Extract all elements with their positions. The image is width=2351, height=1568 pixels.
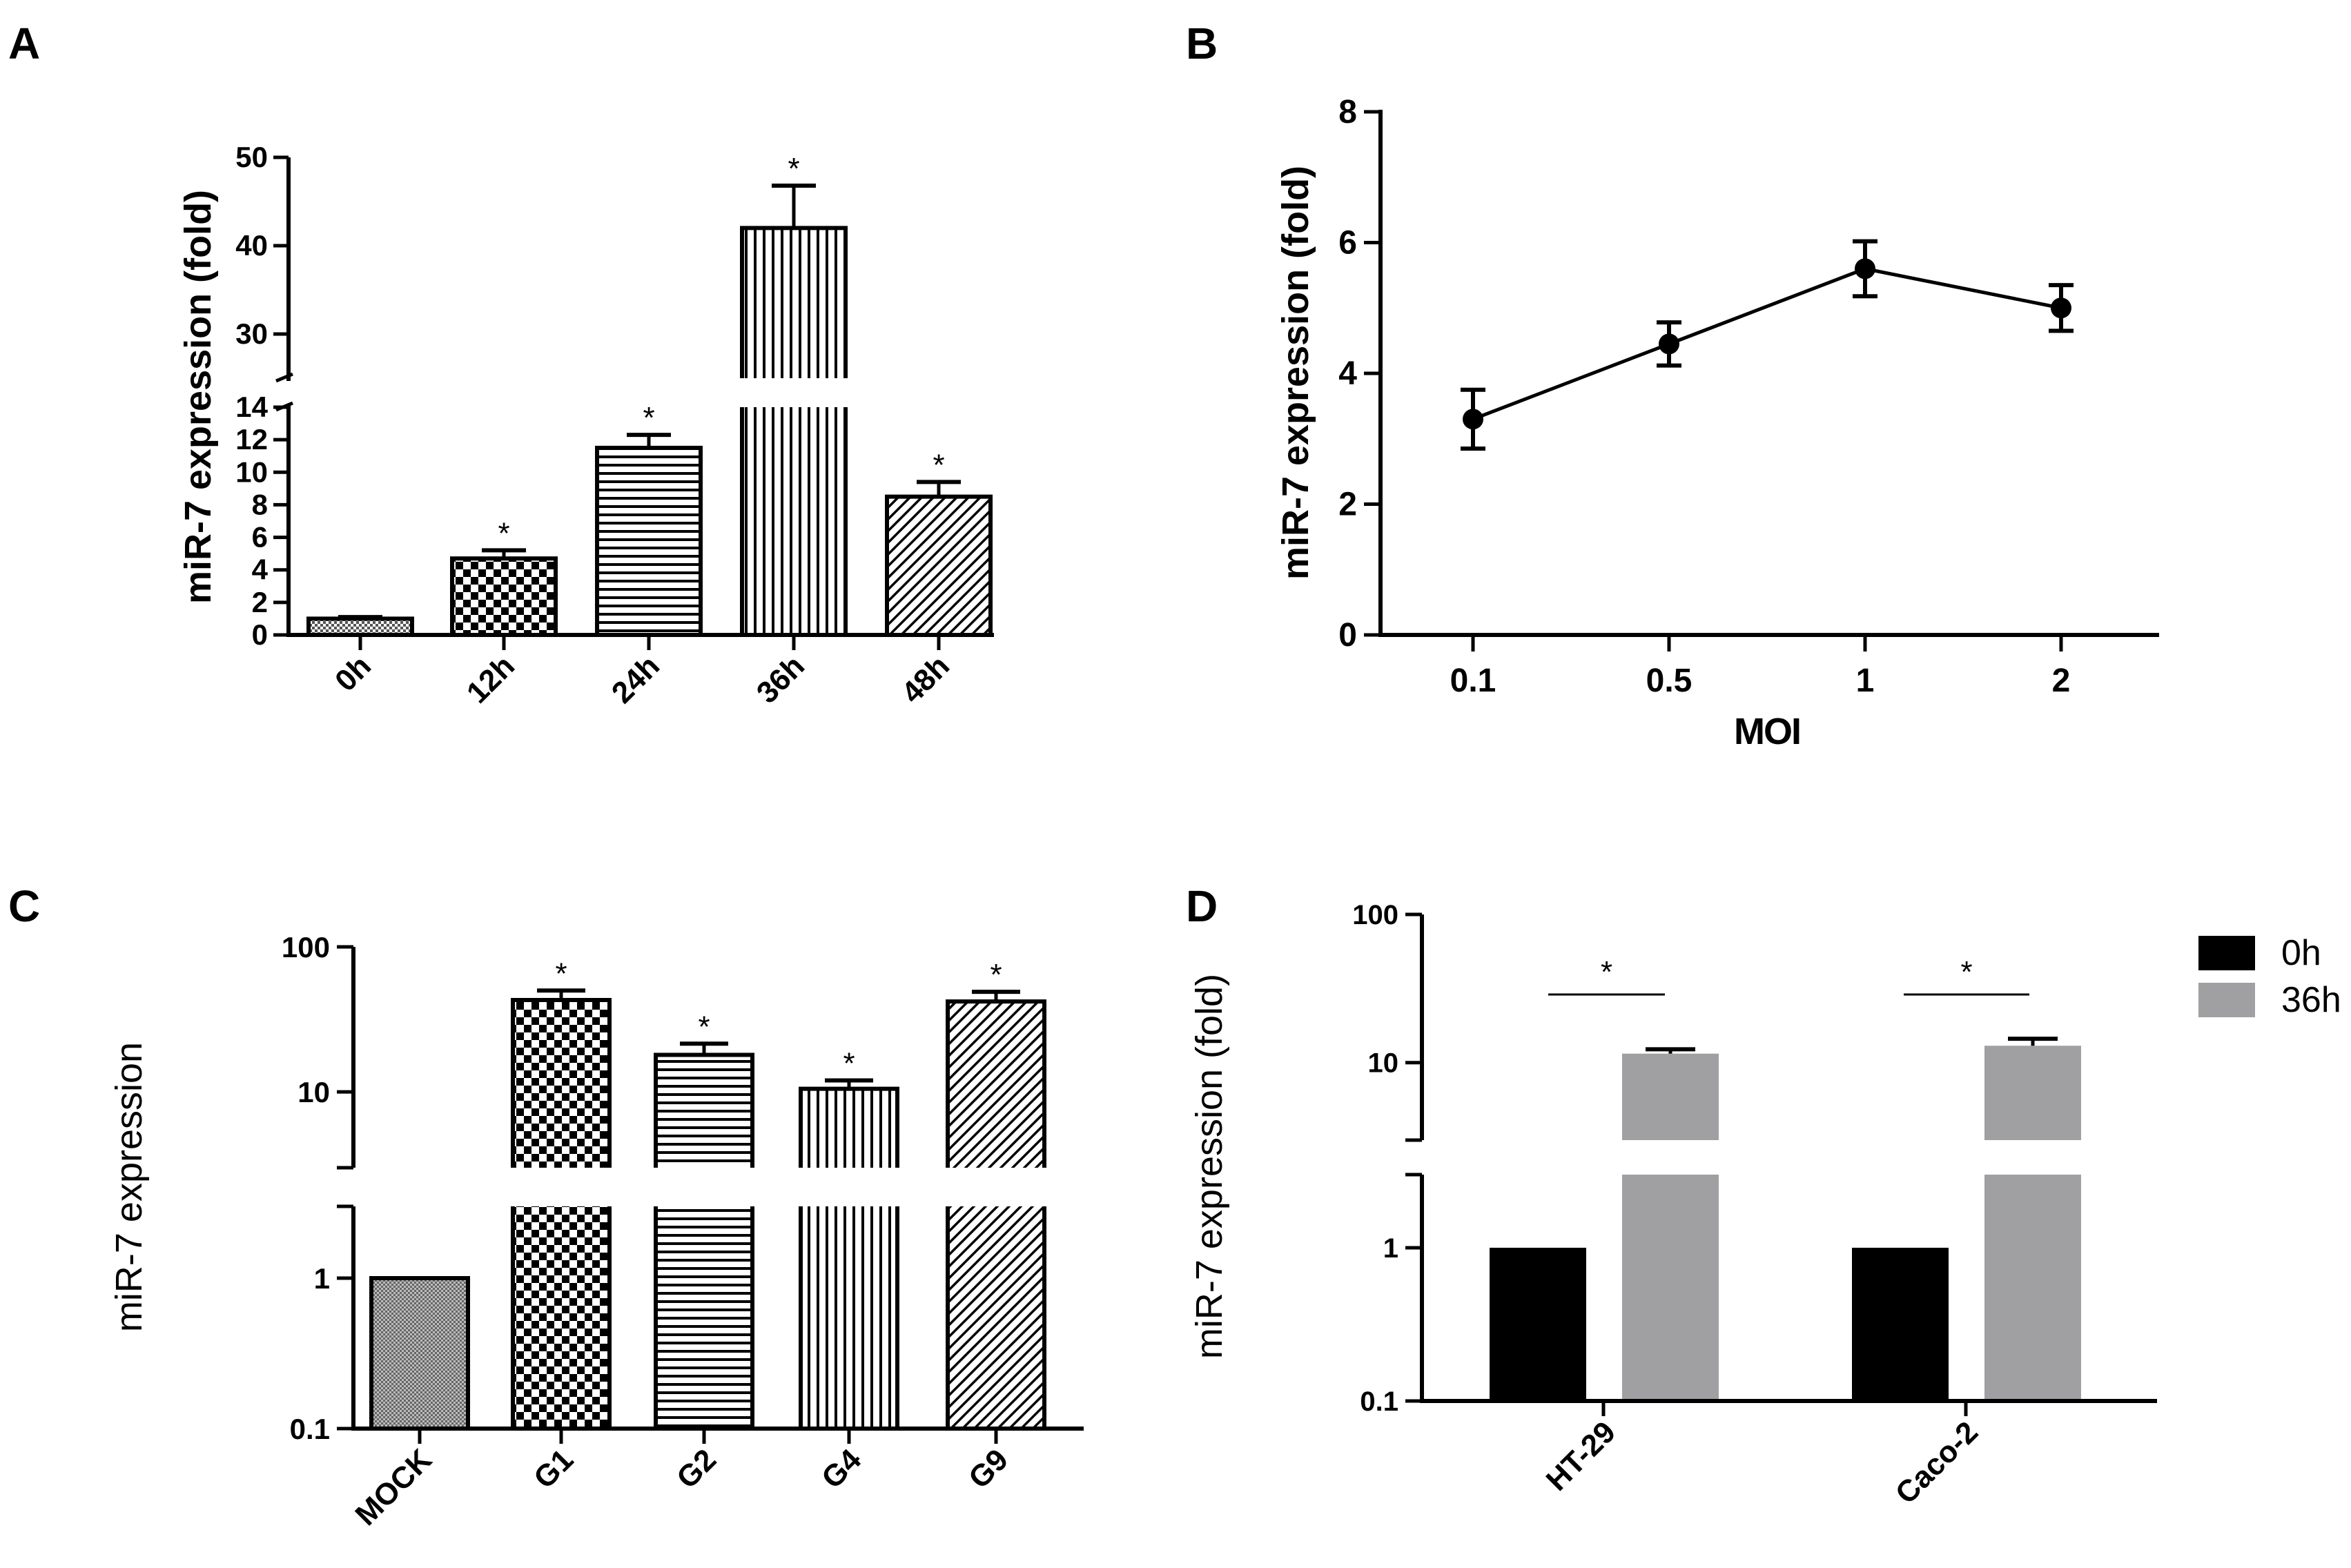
bar-G1-upper [513,1000,609,1168]
point-1 [1855,258,1875,280]
y-axis-label: miR-7 expression (fold) [1189,974,1230,1359]
legend-swatch-36h [2198,983,2255,1017]
bar-G9-lower [948,1206,1044,1429]
x-tick-label-G1: G1 [527,1442,580,1495]
axis-break-mark-upper [275,372,293,383]
significance-12h: * [498,516,509,550]
bar-Caco-2-36h-lower [1984,1175,2081,1401]
bar-G2-lower [656,1206,752,1429]
x-tick-label-G4: G4 [815,1442,868,1496]
significance-48h: * [933,448,944,482]
legend-label-0h: 0h [2281,933,2321,973]
bar-0h [306,616,414,638]
y-tick-label-0.1: 0.1 [290,1413,330,1445]
bar-36h-lower [742,407,846,635]
y-tick-label-4: 4 [252,553,269,586]
panel-letter-b: B [1186,19,1218,68]
point-2 [2051,297,2071,319]
bar-Caco-2-36h-upper [1984,1046,2081,1140]
y-tick-label-8: 8 [1338,94,1357,130]
x-tick-label-2: 2 [2052,663,2071,699]
legend-swatch-0h [2198,936,2255,970]
bar-HT-29-0h [1490,1247,1586,1401]
y-axis-label: miR-7 expression (fold) [1275,166,1316,580]
y-axis-label: miR-7 expression (fold) [177,190,219,604]
x-tick-label-1: 1 [1856,663,1875,699]
x-tick-label-MOCK: MOCK [349,1442,438,1532]
x-tick-label-12h: 12h [460,649,521,709]
y-tick-label-50: 50 [235,141,268,173]
y-axis-label: miR-7 expression [108,1042,150,1332]
panel-b-chart: 0 2 4 6 8 0.1 0.5 1 2 MOI miR-7 expression (fold) [1275,94,2159,752]
y-tick-label-100: 100 [282,931,330,963]
y-tick-label-1: 1 [314,1262,330,1295]
significance-G4: * [843,1046,855,1080]
x-tick-label-G9: G9 [962,1442,1015,1495]
bar-36h-upper [742,228,846,378]
panel-letter-c: C [8,881,40,931]
bar-HT-29-36h-lower [1622,1175,1719,1401]
y-tick-label-0: 0 [252,618,268,651]
y-tick-label-0: 0 [1338,617,1357,654]
x-tick-label-0.1: 0.1 [1450,663,1496,699]
x-tick-label-24h: 24h [605,649,666,709]
legend-label-36h: 36h [2281,980,2341,1020]
panel-letter-a: A [8,19,40,68]
panel-c-chart: * * * * 0.1 1 10 100 MOCK G1 G2 G4 G9 miR-7 expressio… [108,931,1084,1532]
bar-G4-lower [801,1206,897,1429]
significance-24h: * [643,401,654,435]
point-0.1 [1463,409,1483,430]
bar-24h [595,445,703,638]
y-tick-label-40: 40 [235,229,268,262]
significance-G1: * [555,957,567,990]
y-tick-label-6: 6 [252,521,268,553]
x-tick-label-48h: 48h [895,649,956,709]
x-tick-label-0h: 0h [329,649,378,698]
y-tick-label-14: 14 [235,391,268,423]
y-tick-label-6: 6 [1338,225,1357,262]
y-tick-label-12: 12 [235,423,268,455]
x-tick-label-36h: 36h [750,649,811,709]
significance-36h: * [788,152,799,186]
x-axis-label: MOI [1734,711,1800,752]
bar-MOCK [369,1276,470,1431]
y-tick-label-1: 1 [1383,1233,1398,1264]
y-tick-label-100: 100 [1352,900,1398,930]
bar-G1-lower [513,1206,609,1429]
bar-G2-upper [656,1055,752,1168]
y-tick-label-30: 30 [235,317,268,350]
y-tick-label-8: 8 [252,488,268,520]
significance-Caco-2: * [1960,955,1972,989]
bar-12h [450,556,558,638]
point-0.5 [1659,333,1679,355]
x-tick-label-G2: G2 [670,1442,723,1495]
bar-Caco-2-0h [1852,1247,1949,1401]
significance-G9: * [990,958,1002,992]
bar-48h [885,494,993,638]
panel-letter-d: D [1186,881,1218,931]
significance-G2: * [698,1010,710,1043]
y-tick-label-10: 10 [297,1076,330,1108]
x-tick-label-Caco-2: Caco-2 [1889,1415,1984,1510]
y-tick-label-10: 10 [235,455,268,488]
x-tick-label-HT-29: HT-29 [1540,1415,1622,1497]
y-tick-label-4: 4 [1338,355,1357,392]
bar-HT-29-36h-upper [1622,1053,1719,1140]
y-tick-label-10: 10 [1368,1048,1399,1079]
significance-HT-29: * [1601,955,1612,989]
panel-d-chart: * * 0.1 1 10 100 HT-29 Caco-2 miR-7 expression (… [1189,900,2341,1511]
x-tick-label-0.5: 0.5 [1646,663,1692,699]
y-tick-label-2: 2 [252,586,268,618]
bar-G4-upper [801,1088,897,1168]
series-line [1472,266,2062,421]
bar-G9-upper [948,1001,1044,1168]
y-tick-label-2: 2 [1338,487,1357,523]
y-tick-label-0.1: 0.1 [1360,1386,1398,1417]
